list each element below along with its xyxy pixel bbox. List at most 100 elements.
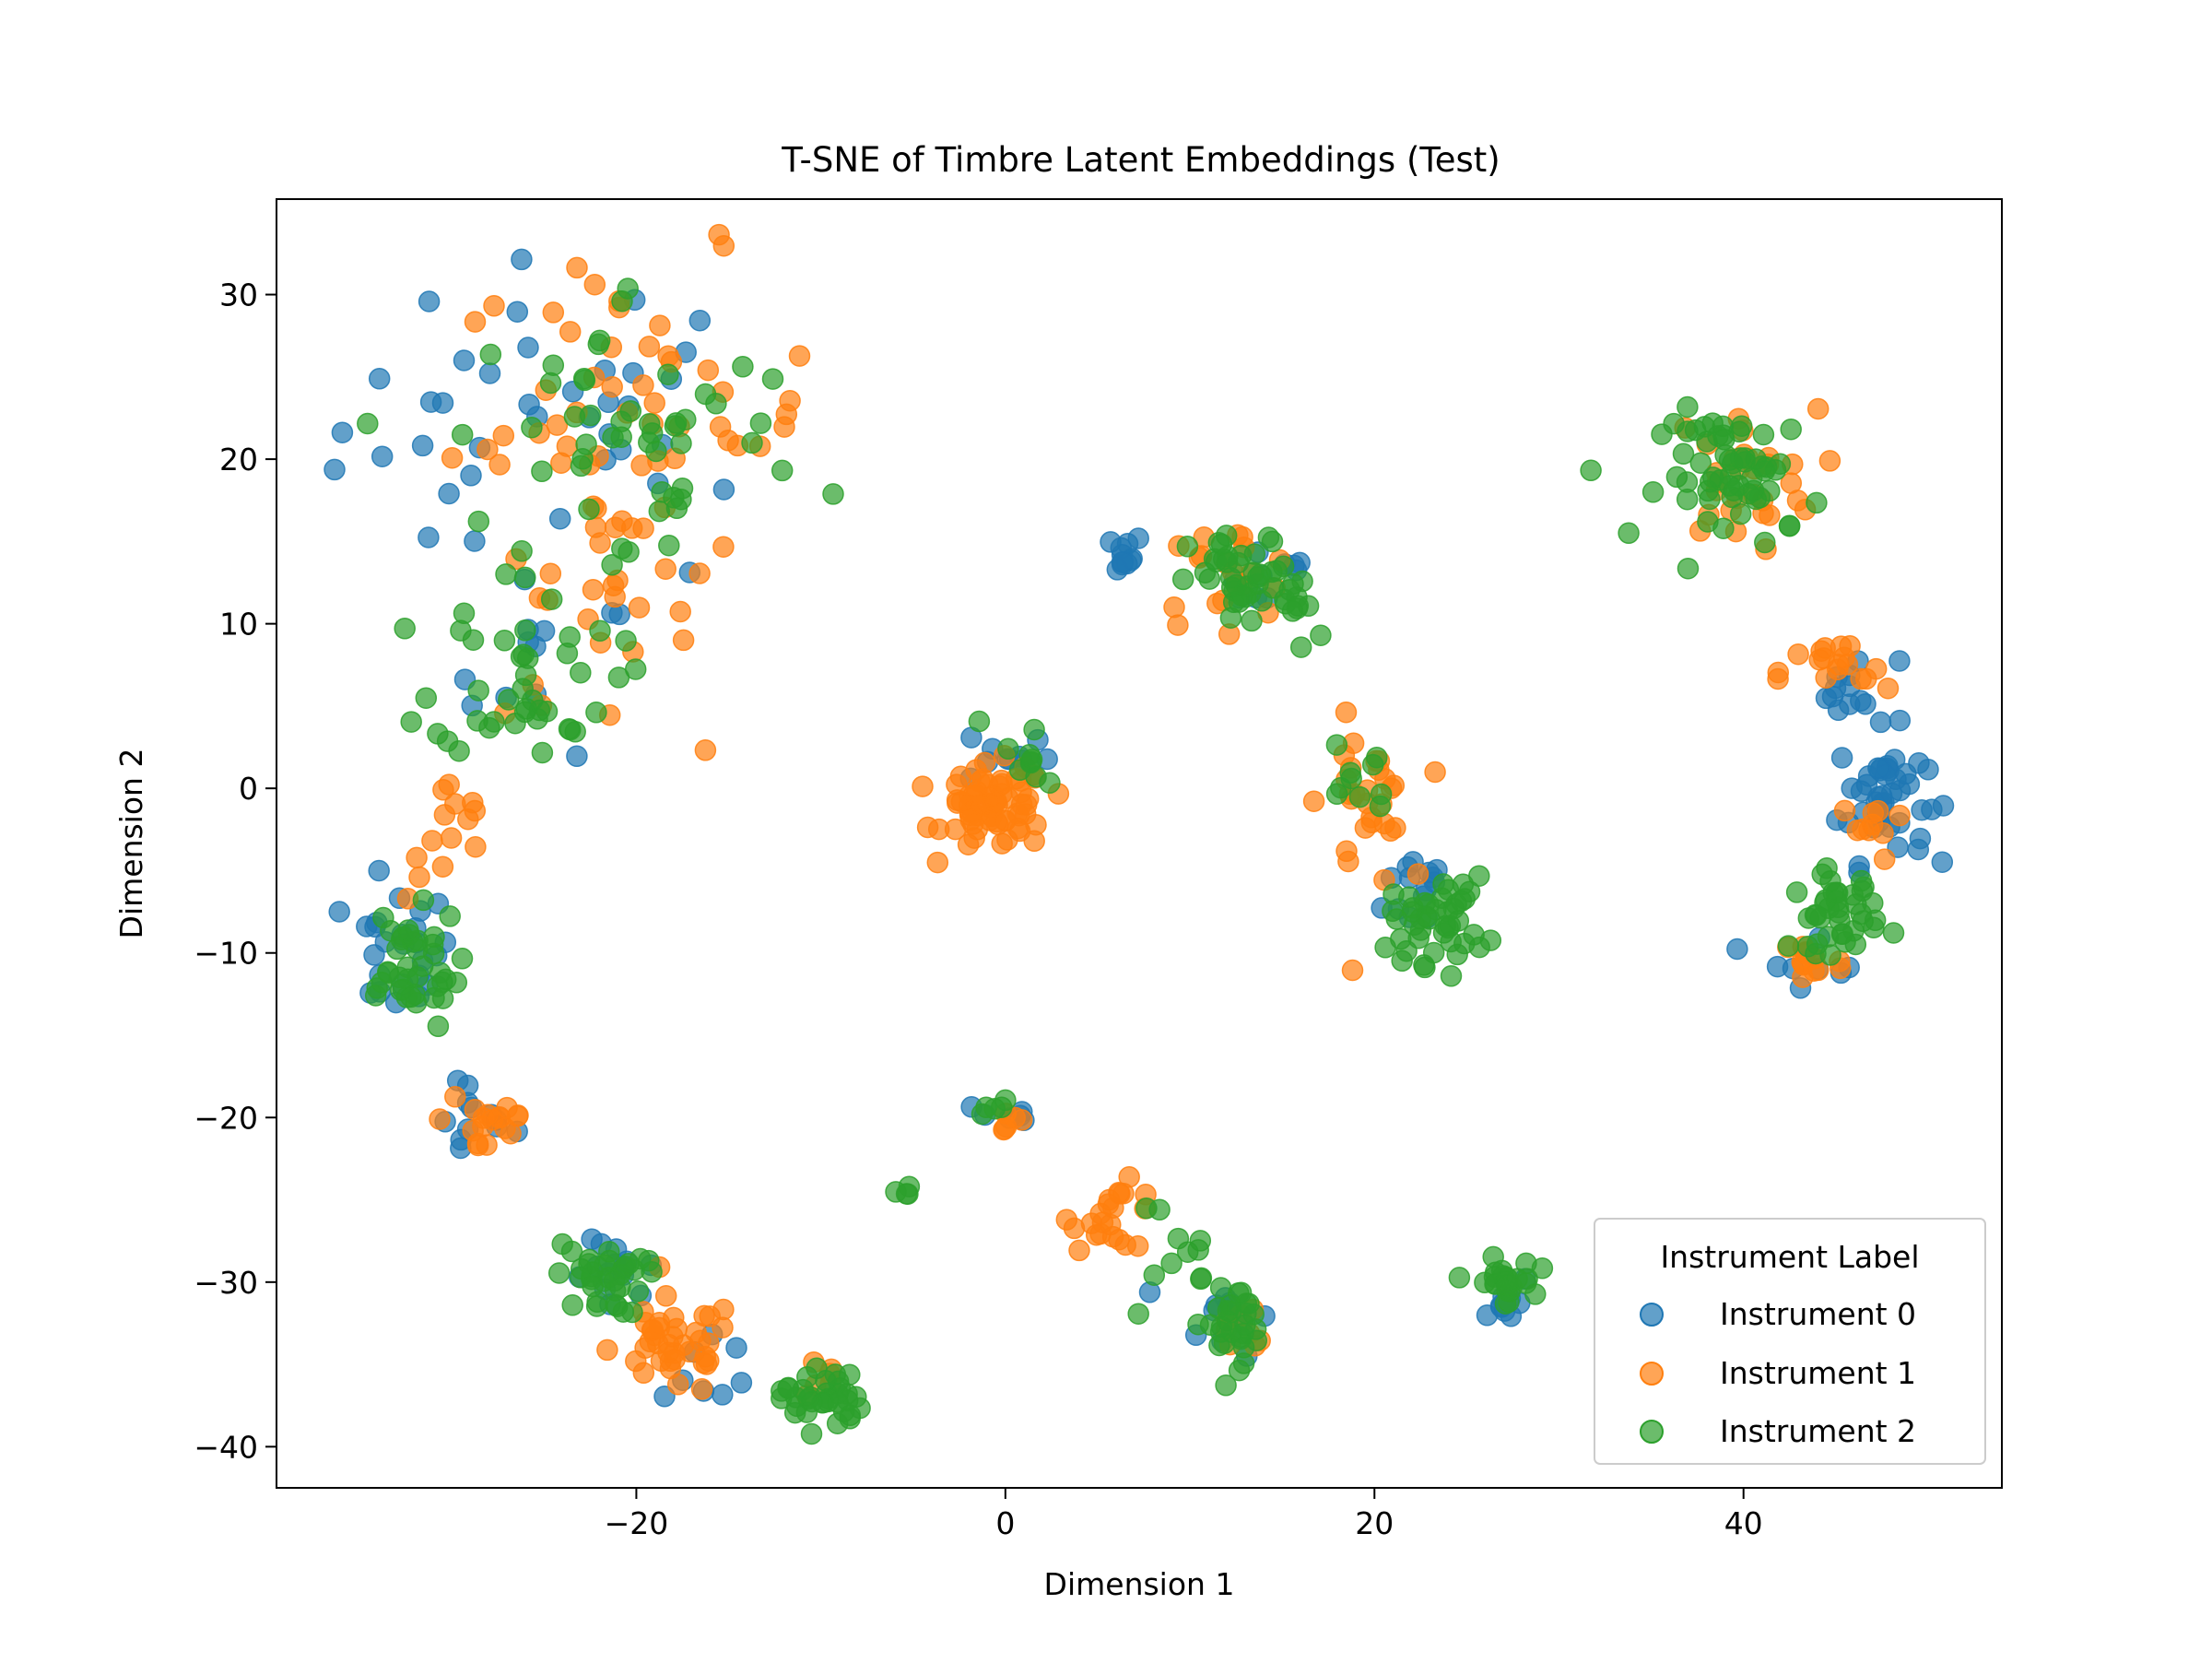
data-point	[559, 718, 582, 741]
data-point	[581, 1228, 603, 1250]
data-point	[1474, 1271, 1496, 1294]
data-point	[441, 446, 464, 469]
data-point	[618, 1253, 640, 1275]
data-point	[1806, 397, 1830, 420]
y-axis-label: Dimension 2	[113, 749, 149, 939]
data-point	[498, 689, 520, 711]
data-point	[1806, 491, 1828, 514]
data-point	[1171, 568, 1194, 591]
data-point	[712, 478, 735, 501]
data-point	[1176, 536, 1199, 558]
data-point	[1665, 466, 1688, 489]
data-point	[531, 741, 554, 764]
data-point	[1713, 429, 1735, 451]
data-point	[585, 702, 607, 724]
data-point	[504, 712, 526, 735]
data-point	[467, 510, 490, 533]
data-point	[1850, 869, 1873, 892]
x-tick-label: 40	[1724, 1505, 1763, 1541]
data-point	[630, 454, 653, 477]
data-point	[694, 739, 717, 761]
data-point	[1249, 563, 1272, 585]
data-point	[1908, 752, 1930, 774]
data-point	[1335, 701, 1358, 724]
legend-marker-instrument-1	[1640, 1362, 1664, 1386]
data-point	[801, 1390, 823, 1413]
data-point	[970, 793, 993, 816]
data-point	[453, 349, 476, 372]
data-point	[725, 1337, 747, 1359]
y-tick-label: −20	[194, 1100, 258, 1136]
data-point	[451, 948, 474, 970]
data-point	[506, 301, 529, 323]
data-point	[521, 416, 543, 439]
data-point	[1877, 677, 1900, 700]
data-point	[1432, 873, 1454, 895]
data-point	[657, 363, 679, 385]
data-point	[1818, 450, 1841, 472]
data-point	[685, 1321, 707, 1344]
data-point	[688, 562, 711, 584]
data-point	[561, 1294, 583, 1316]
data-point	[1216, 551, 1239, 573]
plot-frame	[276, 198, 2003, 1489]
data-point	[1230, 584, 1253, 607]
data-point	[415, 687, 438, 709]
data-point	[572, 367, 595, 390]
data-point	[1888, 709, 1912, 732]
data-point	[611, 537, 633, 560]
legend-label-instrument-1: Instrument 1	[1720, 1355, 1916, 1391]
data-point	[602, 426, 624, 449]
data-point	[465, 835, 487, 858]
data-point	[476, 1134, 498, 1156]
data-point	[1100, 531, 1122, 553]
data-point	[517, 336, 539, 359]
data-point	[1808, 648, 1830, 671]
data-point	[1676, 488, 1699, 511]
data-point	[1023, 718, 1045, 741]
data-point	[427, 1015, 450, 1038]
data-point	[1341, 959, 1364, 982]
data-point	[1787, 643, 1809, 666]
data-point	[617, 277, 639, 300]
data-point	[775, 403, 798, 426]
data-point	[582, 1275, 604, 1298]
data-point	[1187, 1239, 1209, 1261]
data-point	[548, 507, 571, 530]
data-point	[585, 1295, 608, 1317]
data-point	[669, 600, 691, 623]
data-point	[1209, 1321, 1232, 1343]
data-point	[1580, 459, 1602, 482]
data-point	[1112, 1182, 1135, 1205]
data-point	[1699, 488, 1721, 511]
data-point	[1651, 423, 1673, 445]
data-point	[1753, 459, 1776, 482]
data-point	[1780, 472, 1803, 494]
data-point	[712, 234, 735, 257]
data-point	[1726, 938, 1748, 961]
data-point	[1190, 1267, 1213, 1290]
data-point	[1302, 790, 1325, 812]
data-point	[492, 424, 515, 447]
data-point	[1911, 799, 1933, 821]
data-point	[1867, 757, 1889, 779]
data-point	[584, 516, 607, 538]
data-point	[1369, 795, 1392, 818]
legend-marker-instrument-0	[1640, 1303, 1664, 1327]
legend: Instrument Label Instrument 0 Instrument…	[1594, 1218, 1986, 1465]
data-point	[331, 421, 354, 443]
data-point	[638, 336, 661, 358]
data-point	[827, 1391, 849, 1413]
data-point	[604, 516, 627, 538]
data-point	[741, 431, 763, 454]
data-point	[587, 333, 610, 356]
data-point	[1641, 481, 1665, 503]
data-point	[605, 1293, 627, 1316]
data-point	[996, 829, 1018, 851]
data-point	[411, 434, 434, 457]
data-point	[1325, 734, 1348, 756]
data-point	[1010, 1109, 1033, 1131]
data-point	[709, 416, 732, 438]
data-point	[1830, 747, 1853, 769]
data-point	[500, 1122, 522, 1145]
